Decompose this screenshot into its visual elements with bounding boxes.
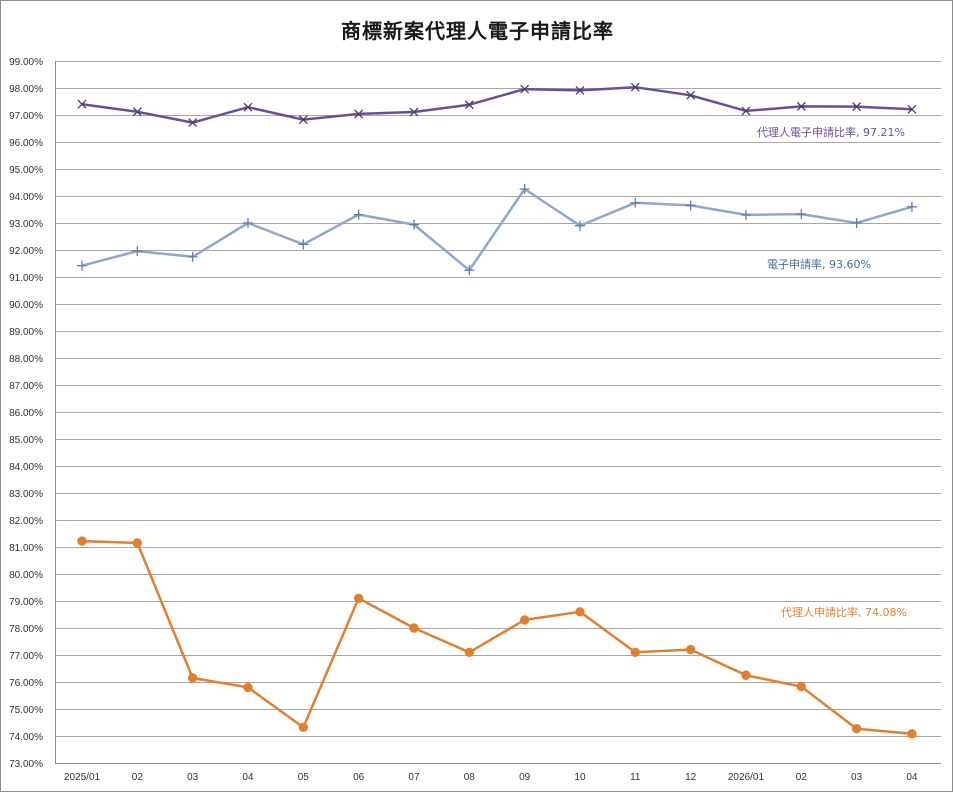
- x-tick-label: 02: [796, 772, 808, 783]
- y-tick-label: 81.00%: [9, 543, 43, 554]
- data-point: [298, 239, 308, 249]
- data-point: [796, 209, 806, 219]
- y-tick-label: 80.00%: [9, 570, 43, 581]
- data-point: [244, 683, 252, 691]
- data-point: [797, 682, 805, 690]
- data-point: [686, 645, 694, 653]
- y-tick-label: 73.00%: [9, 759, 43, 770]
- data-point: [520, 616, 528, 624]
- x-tick-label: 10: [574, 772, 586, 783]
- data-point: [852, 725, 860, 733]
- series-line-3: [82, 541, 912, 734]
- y-tick-label: 83.00%: [9, 489, 43, 500]
- data-point: [465, 648, 473, 656]
- x-tick-label: 03: [187, 772, 199, 783]
- y-tick-label: 99.00%: [9, 57, 43, 68]
- x-tick-label: 07: [408, 772, 420, 783]
- series-data-label: 代理人申請比率, 74.08%: [781, 605, 907, 619]
- series-line-1: [82, 87, 912, 122]
- data-point: [630, 198, 640, 208]
- data-point: [686, 200, 696, 210]
- data-point: [132, 246, 142, 256]
- x-tick-label: 08: [464, 772, 476, 783]
- y-tick-label: 92.00%: [9, 246, 43, 257]
- y-tick-label: 89.00%: [9, 327, 43, 338]
- y-tick-label: 76.00%: [9, 678, 43, 689]
- x-tick-label: 03: [851, 772, 863, 783]
- y-tick-label: 84.00%: [9, 462, 43, 473]
- data-point: [78, 537, 86, 545]
- x-tick-label: 05: [298, 772, 310, 783]
- x-tick-label: 04: [242, 772, 254, 783]
- y-tick-label: 79.00%: [9, 597, 43, 608]
- x-tick-label: 2026/01: [728, 772, 765, 783]
- y-tick-label: 87.00%: [9, 381, 43, 392]
- y-tick-label: 77.00%: [9, 651, 43, 662]
- data-point: [133, 539, 141, 547]
- x-tick-label: 12: [685, 772, 697, 783]
- y-tick-label: 97.00%: [9, 111, 43, 122]
- x-tick-label: 04: [906, 772, 918, 783]
- data-point: [907, 202, 917, 212]
- data-point: [77, 261, 87, 271]
- y-tick-label: 74.00%: [9, 732, 43, 743]
- y-tick-label: 86.00%: [9, 408, 43, 419]
- y-tick-label: 85.00%: [9, 435, 43, 446]
- data-point: [908, 730, 916, 738]
- y-tick-label: 98.00%: [9, 84, 43, 95]
- y-tick-label: 78.00%: [9, 624, 43, 635]
- x-tick-label: 06: [353, 772, 365, 783]
- x-tick-label: 11: [630, 772, 641, 783]
- y-tick-label: 75.00%: [9, 705, 43, 716]
- y-tick-label: 94.00%: [9, 192, 43, 203]
- y-tick-label: 91.00%: [9, 273, 43, 284]
- x-tick-label: 2025/01: [64, 772, 101, 783]
- data-point: [188, 674, 196, 682]
- data-point: [631, 648, 639, 656]
- data-point: [299, 723, 307, 731]
- y-tick-label: 96.00%: [9, 138, 43, 149]
- data-point: [354, 210, 364, 220]
- series-data-label: 電子申請率, 93.60%: [767, 257, 871, 271]
- y-tick-label: 93.00%: [9, 219, 43, 230]
- y-tick-label: 82.00%: [9, 516, 43, 527]
- y-tick-label: 95.00%: [9, 165, 43, 176]
- y-tick-label: 88.00%: [9, 354, 43, 365]
- data-point: [410, 624, 418, 632]
- data-point: [852, 218, 862, 228]
- data-point: [354, 594, 362, 602]
- x-tick-label: 09: [519, 772, 531, 783]
- data-point: [741, 210, 751, 220]
- data-point: [742, 671, 750, 679]
- data-point: [576, 608, 584, 616]
- y-tick-label: 90.00%: [9, 300, 43, 311]
- x-tick-label: 02: [132, 772, 144, 783]
- series-data-label: 代理人電子申請比率, 97.21%: [757, 125, 905, 139]
